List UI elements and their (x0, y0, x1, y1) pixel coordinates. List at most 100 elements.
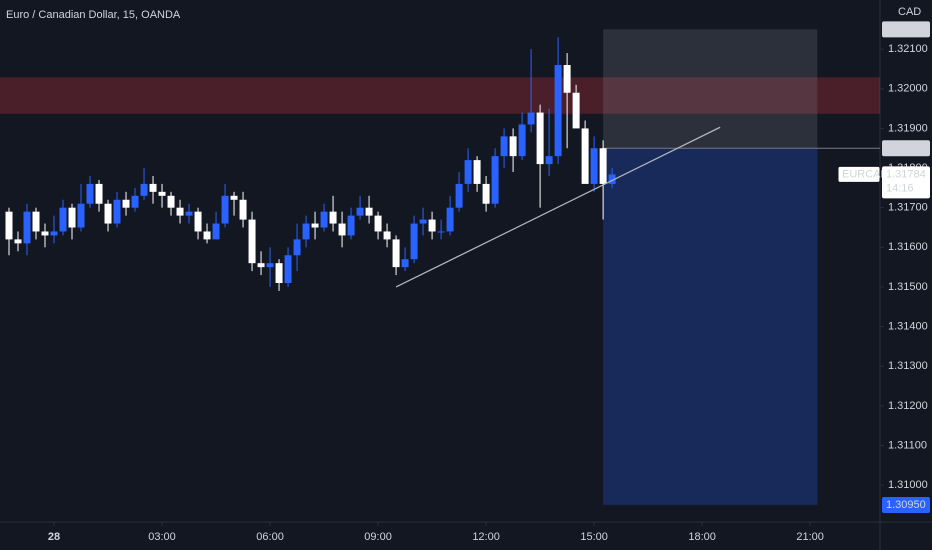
x-tick-label: 18:00 (688, 531, 716, 543)
price-tag (882, 496, 930, 513)
current-price-label: 1.31784 (886, 168, 926, 180)
resistance-zone (0, 77, 880, 114)
candle-body (311, 223, 319, 228)
candle-body (131, 195, 139, 208)
candle-body (257, 263, 265, 268)
candle-body (113, 199, 121, 224)
candle-body (185, 211, 193, 216)
candle-body (572, 92, 580, 129)
y-tick-label: 1.31200 (888, 400, 928, 412)
price-tag-label: 1.30950 (886, 499, 926, 511)
candle-body (563, 65, 571, 93)
symbol-tag-label: EURCAD (842, 168, 889, 180)
candle-body (77, 203, 85, 228)
candle-body (104, 203, 112, 224)
symbol-tag (837, 165, 881, 183)
candle-body (68, 207, 76, 228)
candle-body (374, 215, 382, 232)
y-tick-label: 1.31900 (888, 122, 928, 134)
price-tag (882, 21, 930, 38)
candle-body (455, 183, 463, 208)
candle-body (140, 183, 148, 196)
price-tag-label: 1.32150 (886, 23, 926, 35)
x-tick-label: 15:00 (580, 531, 608, 543)
candle-body (491, 156, 499, 204)
candle-body (41, 231, 49, 236)
candle-body (203, 231, 211, 240)
trendline (395, 126, 721, 288)
y-tick-label: 1.31300 (888, 360, 928, 372)
y-tick-label: 1.31400 (888, 321, 928, 333)
price-tag (882, 140, 930, 157)
currency-label: CAD (898, 6, 921, 18)
candle-body (59, 207, 67, 232)
candle-body (527, 112, 535, 125)
x-tick-label: 03:00 (148, 531, 176, 543)
candle-body (473, 160, 481, 184)
candle-body (5, 211, 13, 240)
candle-body (14, 239, 22, 244)
countdown-label: 14:16 (886, 182, 914, 194)
candle-body (518, 124, 526, 157)
candle-body (608, 174, 616, 184)
candle-body (419, 219, 427, 224)
candle-body (176, 207, 184, 216)
candle-body (554, 65, 562, 157)
candle-body (356, 207, 364, 216)
x-tick-label: 21:00 (796, 531, 824, 543)
candle-body (32, 211, 40, 232)
candle-body (500, 136, 508, 157)
x-tick-label: 28 (48, 531, 60, 543)
candle-body (536, 112, 544, 165)
candle-body (23, 211, 31, 244)
candle-body (428, 219, 436, 232)
stop-zone (603, 29, 818, 149)
y-tick-label: 1.31100 (888, 439, 927, 451)
candle-body (158, 191, 166, 196)
target-zone (603, 148, 818, 505)
candle-body (50, 231, 58, 236)
candle-body (401, 259, 409, 268)
candle-body (302, 223, 310, 240)
y-tick-label: 1.31000 (888, 479, 928, 491)
candle-body (590, 148, 598, 184)
candle-body (599, 148, 607, 184)
y-tick-label: 1.32000 (888, 83, 928, 95)
candle-body (284, 255, 292, 283)
x-tick-label: 12:00 (472, 531, 500, 543)
price-tag-label: 1.31850 (886, 142, 926, 154)
candle-body (266, 263, 274, 268)
candle-body (293, 239, 301, 256)
candle-body (248, 219, 256, 264)
candle-body (194, 211, 202, 232)
candle-body (392, 239, 400, 268)
candle-body (167, 195, 175, 208)
candle-body (383, 231, 391, 240)
y-tick-label: 1.32100 (888, 43, 928, 55)
candle-body (545, 156, 553, 165)
x-tick-label: 09:00 (364, 531, 392, 543)
candle-body (581, 128, 589, 184)
chart-title: Euro / Canadian Dollar, 15, OANDA (6, 9, 181, 21)
candle-body (446, 207, 454, 232)
candle-body (86, 183, 94, 204)
candle-body (95, 183, 103, 204)
current-price-tag (882, 166, 930, 199)
candle-body (509, 136, 517, 157)
candle-body (239, 199, 247, 220)
candle-body (149, 183, 157, 192)
candle-body (410, 223, 418, 260)
candle-body (464, 160, 472, 184)
candle-body (482, 183, 490, 204)
candle-body (338, 223, 346, 236)
candle-body (347, 215, 355, 236)
candle-body (122, 199, 130, 208)
y-tick-label: 1.31700 (888, 202, 928, 214)
candle-body (329, 211, 337, 224)
candle-body (365, 207, 373, 216)
candle-body (437, 231, 445, 233)
candle-body (275, 263, 283, 283)
